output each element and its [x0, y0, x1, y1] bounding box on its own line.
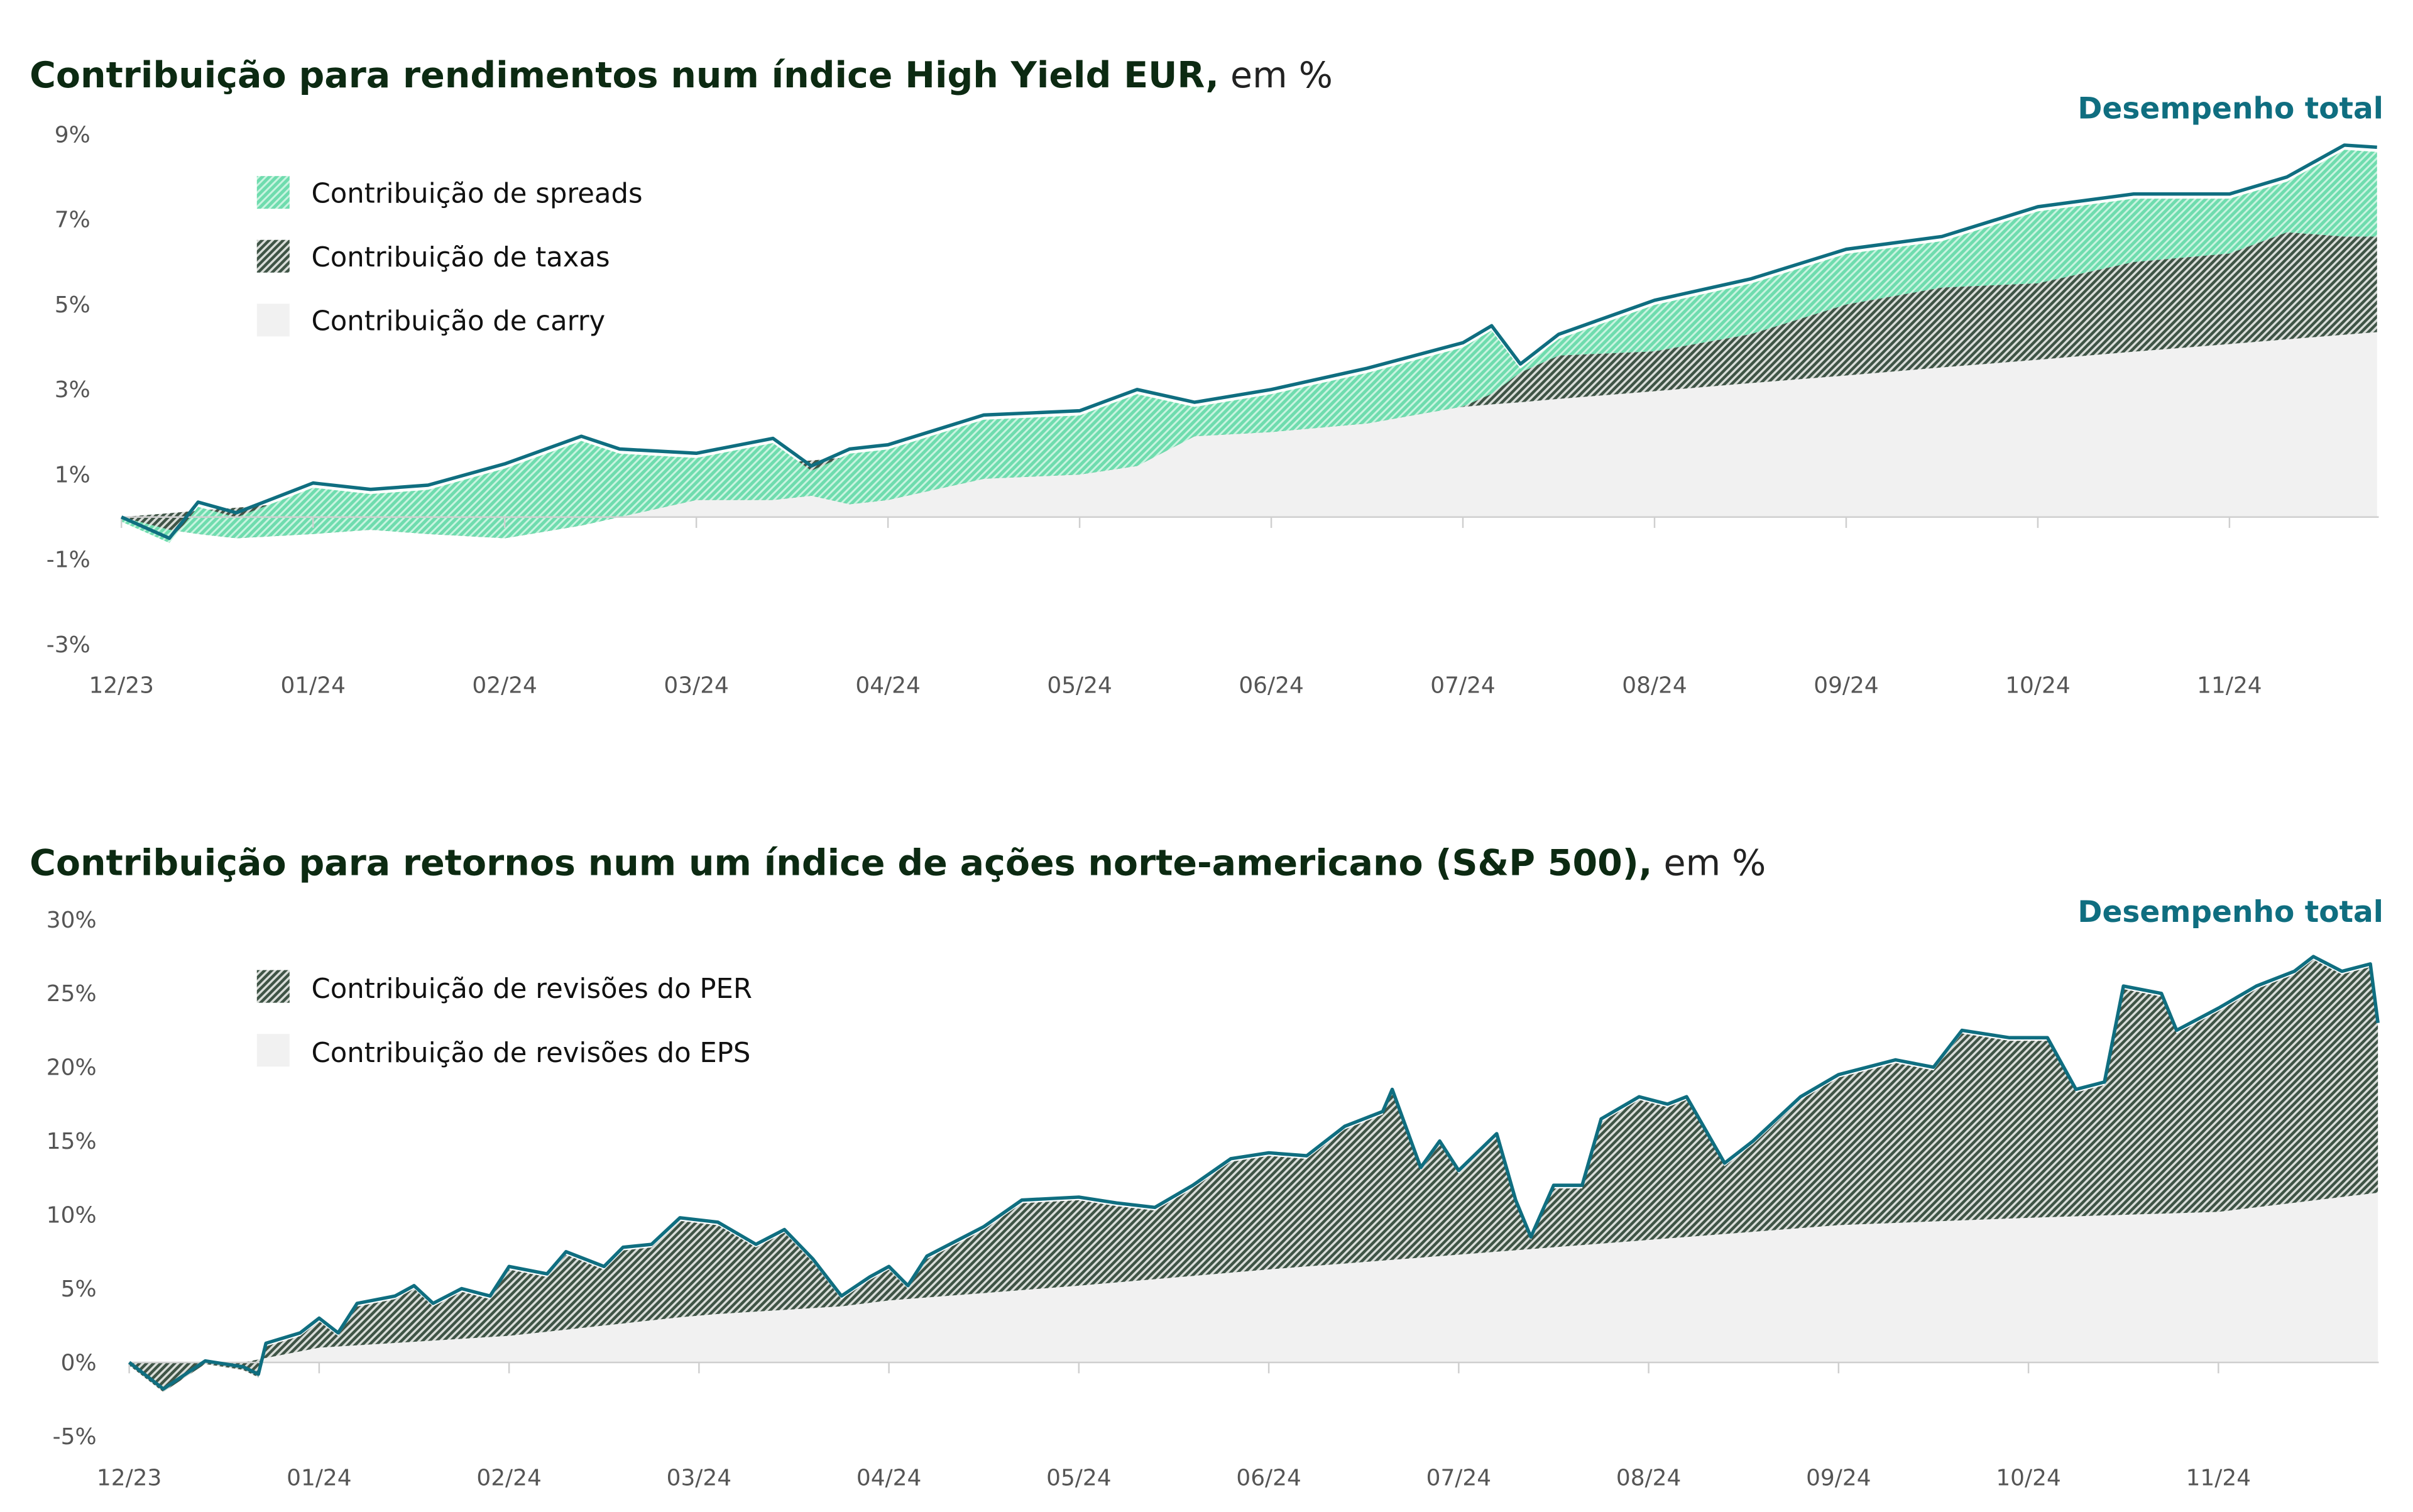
y-tick-label: -5%: [53, 1424, 97, 1450]
x-tick-label: 07/24: [1430, 673, 1495, 699]
legend-label: Contribuição de revisões do PER: [311, 973, 752, 1005]
legend-label: Contribuição de revisões do EPS: [311, 1038, 750, 1069]
x-tick-label: 06/24: [1236, 1465, 1301, 1491]
y-tick-label: -3%: [47, 632, 90, 658]
total-performance-line: [121, 143, 2377, 540]
plot-area: 30% 25% 20% 15% 10% 5% 0% -5%12/23 01/24 02/24 03/…: [47, 907, 2380, 1491]
legend: Contribuição de revisões do PER Contribu…: [256, 970, 752, 1069]
y-tick-label: 5%: [55, 292, 90, 318]
x-tick-label: 04/24: [856, 1465, 921, 1491]
x-tick-label: 01/24: [280, 673, 345, 699]
y-tick-label: 30%: [47, 907, 97, 933]
x-tick-label: 08/24: [1616, 1465, 1681, 1491]
legend-swatch-eps: [256, 1034, 290, 1067]
y-tick-label: 9%: [55, 122, 90, 148]
legend-swatch-spreads: [256, 176, 290, 209]
x-tick-label: 01/24: [287, 1465, 351, 1491]
y-tick-label: 1%: [55, 462, 90, 488]
legend: Contribuição de spreads Contribuição de …: [256, 176, 643, 337]
x-tick-label: 03/24: [667, 1465, 731, 1491]
legend-swatch-carry: [256, 304, 290, 337]
x-tick-label: 09/24: [1814, 673, 1878, 699]
legend-swatch-rates: [256, 239, 290, 273]
y-tick-label: 25%: [47, 981, 97, 1007]
y-tick-label: 3%: [55, 377, 90, 403]
x-tick-label: 05/24: [1047, 673, 1112, 699]
x-tick-label: 03/24: [664, 673, 728, 699]
chart-title: Contribuição para rendimentos num índice…: [30, 55, 1333, 96]
x-tick-label: 04/24: [855, 673, 920, 699]
x-tick-label: 07/24: [1426, 1465, 1491, 1491]
legend-swatch-per: [256, 970, 290, 1003]
x-tick-label: 05/24: [1046, 1465, 1111, 1491]
plot-area: 9% 7% 5% 3% 1% -1% -3% 12/23 01/24 02/24 03/24 04/2…: [47, 122, 2379, 699]
spreads-area: [121, 150, 2377, 543]
sp500-chart: Contribuição para retornos num um índice…: [30, 843, 2383, 1491]
y-tick-label: 10%: [47, 1202, 97, 1228]
y-tick-label: 0%: [61, 1350, 97, 1376]
x-tick-label: 08/24: [1622, 673, 1687, 699]
x-tick-label: 09/24: [1806, 1465, 1871, 1491]
total-performance-label: Desempenho total: [2077, 895, 2383, 929]
chart-title: Contribuição para retornos num um índice…: [30, 843, 1766, 884]
x-tick-label: 10/24: [1996, 1465, 2060, 1491]
legend-label: Contribuição de carry: [311, 305, 605, 337]
y-tick-label: 20%: [47, 1055, 97, 1081]
x-tick-label: 11/24: [2186, 1465, 2251, 1491]
x-tick-label: 02/24: [476, 1465, 541, 1491]
y-tick-label: -1%: [47, 547, 90, 573]
x-tick-label: 02/24: [472, 673, 537, 699]
eps-area: [129, 1192, 2378, 1362]
high-yield-chart: Contribuição para rendimentos num índice…: [30, 55, 2383, 699]
x-tick-label: 12/23: [89, 673, 153, 699]
y-tick-label: 15%: [47, 1129, 97, 1154]
x-tick-label: 10/24: [2005, 673, 2070, 699]
x-tick-label: 12/23: [97, 1465, 161, 1491]
legend-label: Contribuição de taxas: [311, 242, 610, 273]
x-tick-label: 06/24: [1239, 673, 1303, 699]
total-performance-label: Desempenho total: [2077, 91, 2383, 126]
per-area: [129, 960, 2378, 1393]
legend-label: Contribuição de spreads: [311, 178, 642, 209]
y-tick-label: 5%: [61, 1276, 97, 1302]
x-tick-label: 11/24: [2197, 673, 2262, 699]
y-tick-label: 7%: [55, 207, 90, 233]
total-performance-line: [128, 955, 2380, 1391]
